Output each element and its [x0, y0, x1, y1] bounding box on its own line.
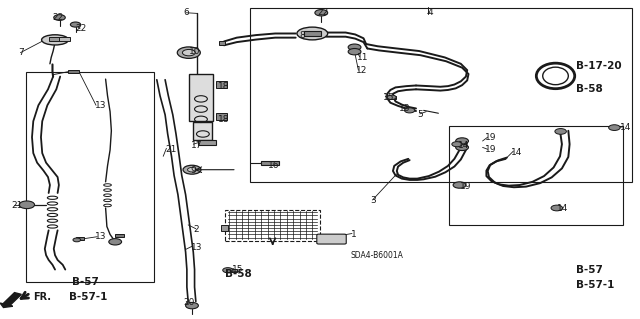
Text: 21: 21 — [12, 201, 23, 210]
Text: 15: 15 — [383, 93, 394, 102]
Text: 13: 13 — [95, 232, 106, 241]
Text: B-57-1: B-57-1 — [576, 279, 614, 290]
Circle shape — [183, 165, 201, 174]
Text: FR.: FR. — [33, 292, 51, 302]
Text: 2: 2 — [193, 225, 199, 234]
Text: 18: 18 — [218, 82, 229, 91]
FancyBboxPatch shape — [317, 234, 346, 244]
Bar — [221, 225, 228, 231]
Bar — [216, 81, 227, 88]
Text: 14: 14 — [511, 148, 522, 157]
Text: 10: 10 — [189, 47, 200, 56]
Text: B-57: B-57 — [576, 264, 603, 275]
Text: 4: 4 — [428, 8, 433, 17]
Circle shape — [348, 44, 361, 50]
Circle shape — [177, 47, 200, 58]
Text: 13: 13 — [191, 243, 202, 252]
FancyArrow shape — [0, 293, 21, 308]
Text: B-58: B-58 — [576, 84, 603, 94]
Text: 14: 14 — [458, 141, 469, 150]
Text: 5: 5 — [417, 110, 423, 119]
Bar — [261, 161, 279, 165]
Bar — [250, 8, 632, 182]
Circle shape — [551, 205, 563, 211]
FancyBboxPatch shape — [193, 122, 212, 140]
Circle shape — [19, 201, 35, 209]
Text: 19: 19 — [460, 182, 471, 191]
Ellipse shape — [42, 35, 68, 45]
Circle shape — [109, 239, 122, 245]
Text: 14: 14 — [620, 123, 631, 132]
Bar — [49, 37, 61, 41]
Bar — [304, 31, 321, 36]
Text: 19: 19 — [485, 145, 497, 154]
Circle shape — [186, 302, 198, 309]
Text: SDA4-B6001A: SDA4-B6001A — [351, 251, 404, 260]
Bar — [26, 72, 154, 282]
Text: B-57-1: B-57-1 — [69, 292, 108, 302]
Text: 13: 13 — [95, 101, 106, 110]
Bar — [115, 234, 124, 237]
Text: 20: 20 — [184, 298, 195, 307]
Text: 11: 11 — [357, 53, 369, 62]
Bar — [387, 96, 396, 99]
Text: 22: 22 — [317, 8, 329, 17]
Circle shape — [188, 167, 196, 172]
Circle shape — [387, 95, 396, 100]
Text: 16: 16 — [268, 161, 279, 170]
Circle shape — [348, 48, 361, 55]
Circle shape — [456, 144, 468, 151]
Text: 3: 3 — [370, 197, 376, 205]
Circle shape — [453, 182, 466, 188]
Text: B-58: B-58 — [225, 269, 252, 279]
Bar — [68, 70, 79, 73]
Circle shape — [452, 142, 462, 147]
Text: 14: 14 — [557, 204, 568, 213]
Bar — [225, 269, 237, 272]
Circle shape — [456, 138, 468, 144]
Ellipse shape — [297, 27, 328, 40]
Circle shape — [182, 49, 195, 56]
Text: 13: 13 — [399, 104, 411, 113]
Circle shape — [54, 15, 65, 20]
Text: 9: 9 — [191, 166, 196, 175]
Bar — [216, 113, 227, 120]
Text: 17: 17 — [191, 141, 202, 150]
Text: 12: 12 — [356, 66, 367, 75]
Text: 15: 15 — [232, 265, 243, 274]
Text: 22: 22 — [76, 24, 87, 33]
Ellipse shape — [536, 63, 575, 89]
Bar — [225, 210, 320, 241]
Text: 1: 1 — [351, 230, 356, 239]
Text: B-17-20: B-17-20 — [576, 61, 621, 71]
Circle shape — [609, 125, 620, 130]
Bar — [59, 37, 70, 41]
Text: 19: 19 — [485, 133, 497, 142]
Circle shape — [73, 238, 81, 242]
Circle shape — [315, 10, 328, 16]
Circle shape — [555, 129, 566, 134]
Bar — [219, 41, 225, 45]
Bar — [198, 140, 216, 145]
Bar — [449, 126, 623, 225]
FancyBboxPatch shape — [189, 74, 213, 121]
Text: 21: 21 — [165, 145, 177, 154]
Text: 7: 7 — [18, 48, 24, 57]
Text: 18: 18 — [218, 115, 229, 124]
Text: 6: 6 — [184, 8, 189, 17]
Circle shape — [70, 22, 81, 27]
Text: 8: 8 — [300, 31, 305, 40]
Text: B-57: B-57 — [72, 277, 99, 287]
Circle shape — [223, 268, 233, 273]
Circle shape — [404, 108, 415, 113]
Bar — [76, 237, 84, 240]
Text: 22: 22 — [52, 13, 64, 22]
